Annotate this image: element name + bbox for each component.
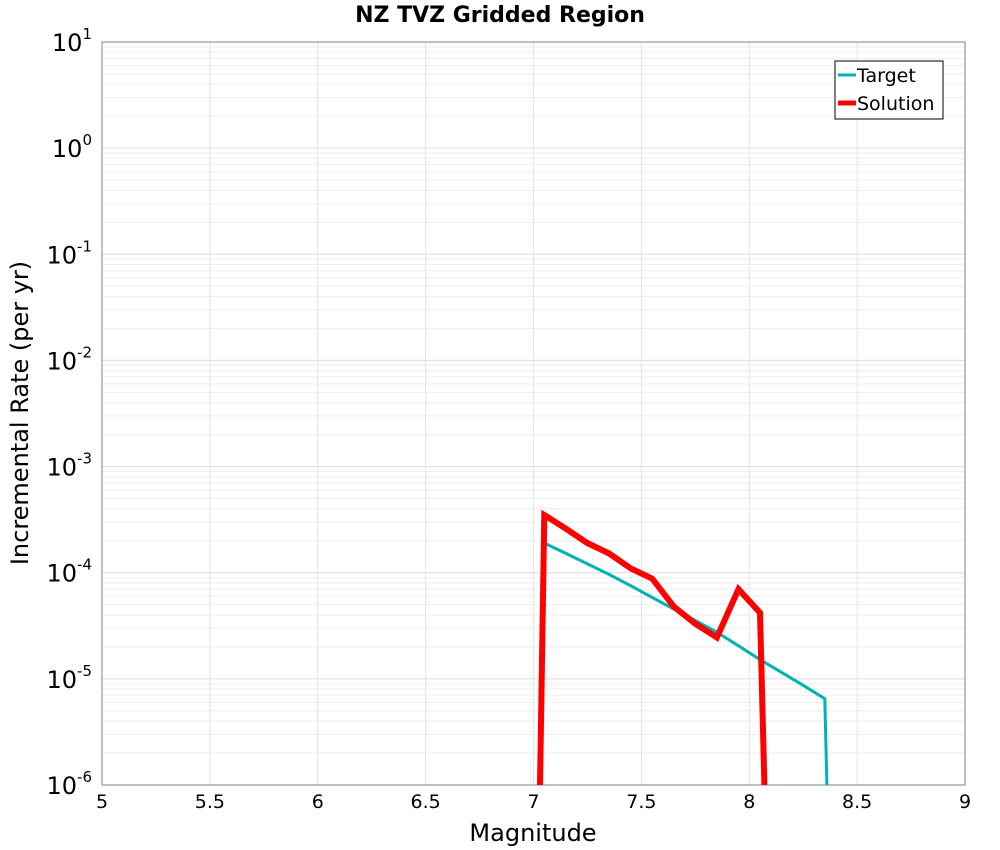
legend-box (834, 60, 944, 120)
legend: Target Solution (834, 60, 944, 120)
series-line-target (543, 541, 829, 786)
plot-frame (101, 41, 966, 786)
x-tick-label: 9 (959, 791, 971, 813)
series-line-solution (537, 509, 768, 786)
x-tick-labels: 5 5.5 6 6.5 7 7.5 8 8.5 9 (96, 791, 971, 813)
y-tick-label: 10-6 (46, 768, 92, 800)
x-tick-label: 7 (527, 791, 539, 813)
y-tick-label: 10-1 (46, 237, 92, 269)
x-tick-label: 6.5 (411, 791, 441, 813)
x-axis-label: Magnitude (469, 819, 596, 847)
legend-label-solution: Solution (857, 93, 934, 115)
y-axis-label: Incremental Rate (per yr) (6, 261, 34, 565)
x-tick-label: 5 (96, 791, 108, 813)
y-tick-label: 10-2 (46, 343, 92, 375)
y-tick-label: 10-3 (46, 450, 92, 482)
x-tick-label: 8 (743, 791, 755, 813)
series-layer (537, 509, 829, 786)
chart-title: NZ TVZ Gridded Region (355, 3, 645, 28)
y-tick-label: 100 (52, 131, 92, 163)
x-tick-label: 8.5 (842, 791, 872, 813)
grid (101, 42, 966, 786)
x-tick-label: 7.5 (626, 791, 656, 813)
y-tick-label: 101 (52, 25, 92, 57)
x-tick-label: 5.5 (195, 791, 225, 813)
y-tick-label: 10-4 (46, 556, 92, 588)
legend-label-target: Target (856, 65, 916, 87)
y-tick-label: 10-5 (46, 662, 92, 694)
y-tick-labels: 10-6 10-5 10-4 10-3 10-2 10-1 100 101 (46, 25, 92, 800)
x-tick-label: 6 (312, 791, 324, 813)
